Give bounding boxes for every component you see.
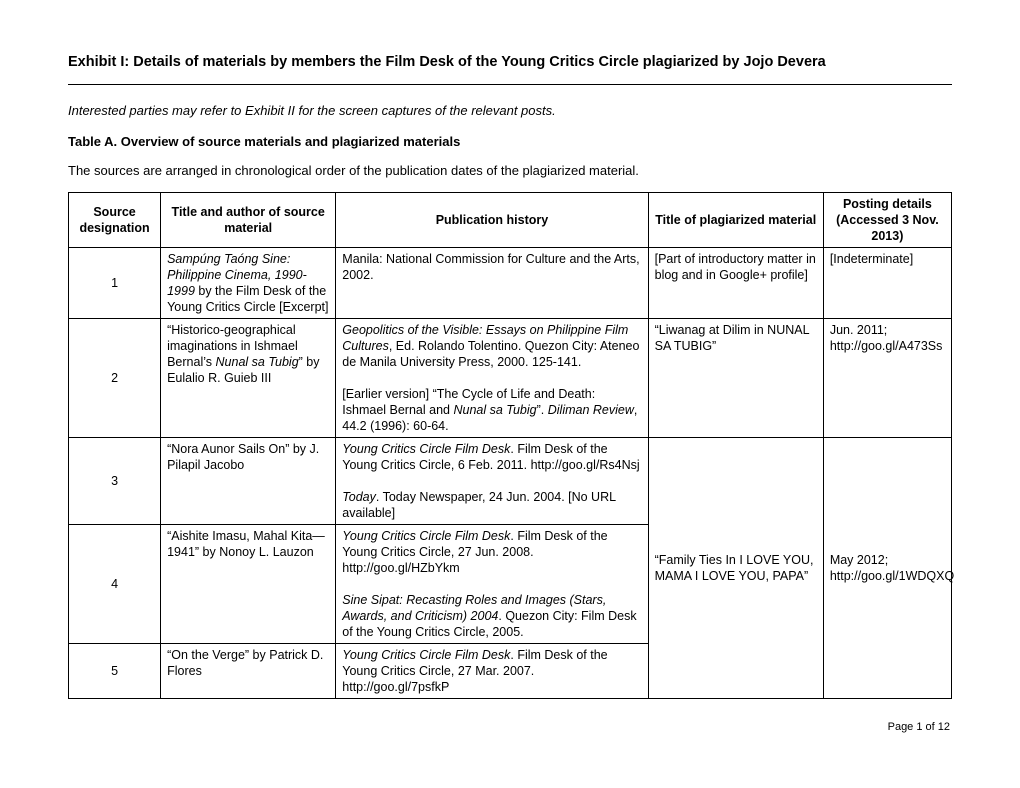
cell-plagiarized-title: “Family Ties In I LOVE YOU, MAMA I LOVE … [648,438,823,699]
cell-title-author: Sampúng Taóng Sine: Philippine Cinema, 1… [161,248,336,319]
cell-title-author: “Aishite Imasu, Mahal Kita—1941” by Nono… [161,525,336,644]
title-rule [68,84,952,85]
document-page: Exhibit I: Details of materials by membe… [0,0,1020,763]
cell-title-author: “On the Verge” by Patrick D. Flores [161,644,336,699]
cell-posting-details: [Indeterminate] [823,248,951,319]
cell-source-designation: 5 [69,644,161,699]
table-label: Table A. Overview of source materials an… [68,134,952,149]
cell-title-author: “Nora Aunor Sails On” by J. Pilapil Jaco… [161,438,336,525]
cell-source-designation: 1 [69,248,161,319]
cell-source-designation: 3 [69,438,161,525]
cell-publication-history: Young Critics Circle Film Desk. Film Des… [336,644,648,699]
cell-plagiarized-title: [Part of introductory matter in blog and… [648,248,823,319]
col-plagiarized-title: Title of plagiarized material [648,193,823,248]
table-row: 1 Sampúng Taóng Sine: Philippine Cinema,… [69,248,952,319]
cell-publication-history: Young Critics Circle Film Desk. Film Des… [336,525,648,644]
col-source-designation: Source designation [69,193,161,248]
table-row: 2 “Historico-geographical imaginations i… [69,319,952,438]
materials-table: Source designation Title and author of s… [68,192,952,699]
cell-source-designation: 4 [69,525,161,644]
col-posting-details: Posting details (Accessed 3 Nov. 2013) [823,193,951,248]
document-title: Exhibit I: Details of materials by membe… [68,54,952,70]
ordering-note: The sources are arranged in chronologica… [68,163,952,178]
cell-title-author: “Historico-geographical imaginations in … [161,319,336,438]
reference-note: Interested parties may refer to Exhibit … [68,103,952,118]
table-header-row: Source designation Title and author of s… [69,193,952,248]
cell-publication-history: Young Critics Circle Film Desk. Film Des… [336,438,648,525]
table-row: 3 “Nora Aunor Sails On” by J. Pilapil Ja… [69,438,952,525]
cell-source-designation: 2 [69,319,161,438]
cell-publication-history: Geopolitics of the Visible: Essays on Ph… [336,319,648,438]
page-number: Page 1 of 12 [68,721,952,733]
cell-plagiarized-title: “Liwanag at Dilim in NUNAL SA TUBIG” [648,319,823,438]
col-title-author: Title and author of source material [161,193,336,248]
cell-publication-history: Manila: National Commission for Culture … [336,248,648,319]
col-publication-history: Publication history [336,193,648,248]
cell-posting-details: May 2012; http://goo.gl/1WDQXQ [823,438,951,699]
cell-posting-details: Jun. 2011; http://goo.gl/A473Ss [823,319,951,438]
